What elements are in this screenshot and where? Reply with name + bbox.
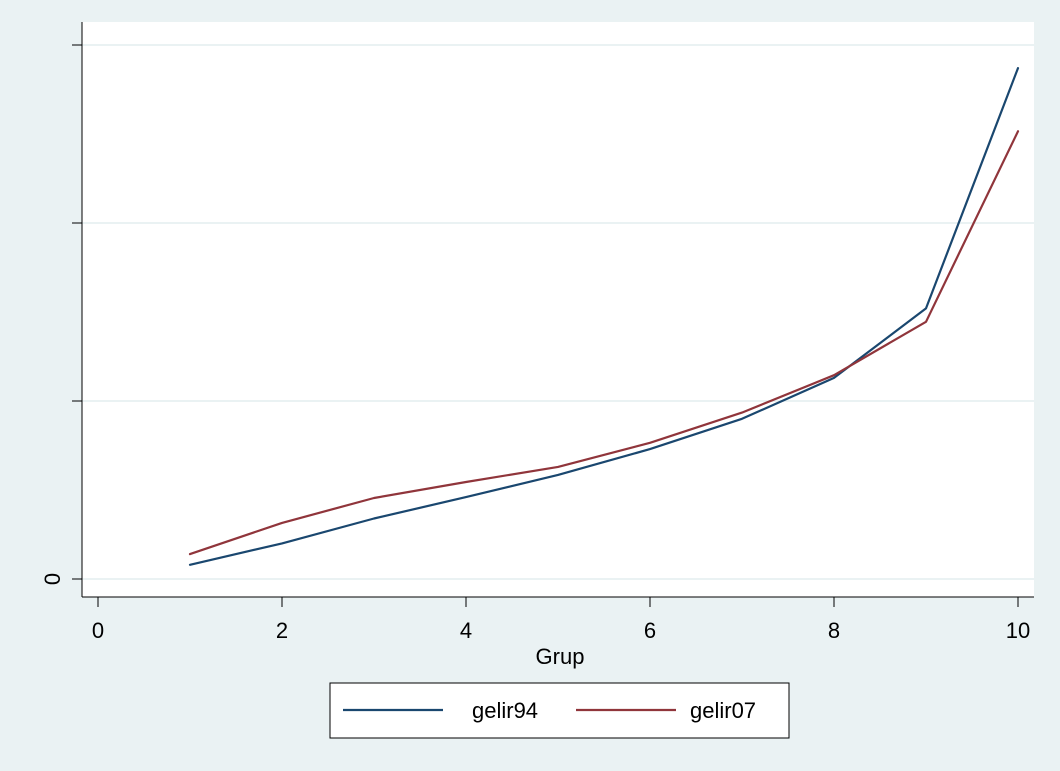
x-tick-label: 0 [92, 618, 104, 643]
series-line-gelir07 [188, 130, 1020, 556]
legend: gelir94 gelir07 [329, 682, 790, 739]
legend-label-gelir94: gelir94 [472, 698, 538, 723]
gridlines [82, 44, 1034, 580]
x-axis-title: Grup [536, 644, 585, 669]
plot-area [82, 22, 1034, 597]
x-tick-label: 2 [276, 618, 288, 643]
series-lines [188, 66, 1020, 566]
x-tick-label: 8 [828, 618, 840, 643]
x-tick-label: 6 [644, 618, 656, 643]
legend-label-gelir07: gelir07 [690, 698, 756, 723]
y-tick-label: 0 [40, 573, 65, 585]
x-tick-label: 10 [1006, 618, 1030, 643]
series-line-gelir94 [188, 66, 1020, 566]
x-tick-label: 4 [460, 618, 472, 643]
axes: 0 0 2 4 6 8 10 [40, 22, 1034, 643]
